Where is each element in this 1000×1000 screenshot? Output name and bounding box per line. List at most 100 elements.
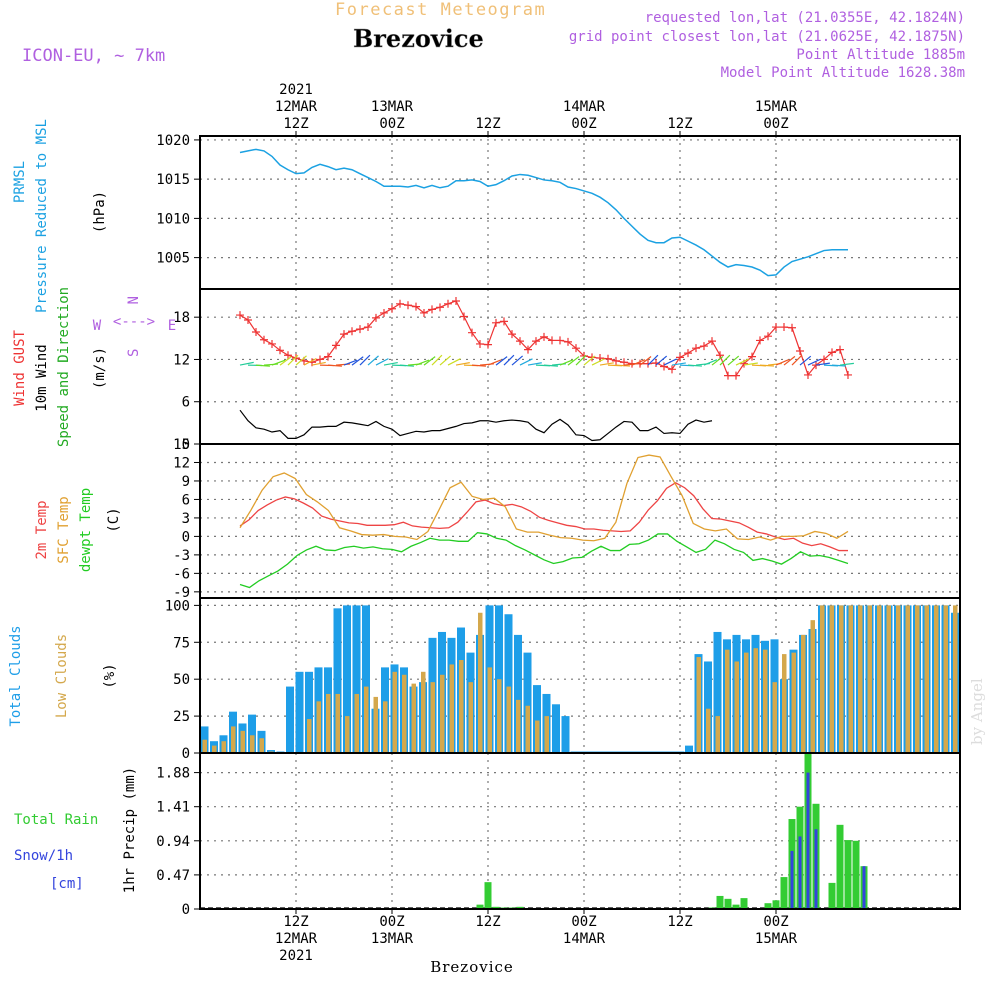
temp-2m-line [239,482,848,552]
total-cloud-bar [533,685,541,753]
total-cloud-bar [523,652,532,753]
y-tick-label: 25 [173,709,190,725]
y-tick-label: -9 [173,585,190,601]
gust-marker [436,303,444,312]
wind-arrow [655,355,668,366]
wind-arrow [591,358,605,366]
wind-arrow [511,355,524,366]
wind-arrow [807,358,821,366]
wind-arrow [599,362,614,366]
low-cloud-bar [877,605,882,753]
gust-marker [388,304,396,313]
top-time-label: 14MAR [563,99,606,115]
y-tick-label: 1.41 [156,800,190,816]
rain-bar [844,840,852,909]
gust-marker [612,356,620,365]
gust-marker [828,348,836,357]
low-cloud-bar [516,699,521,753]
gust-marker [428,305,436,314]
wind-arrow [783,355,796,366]
rain-bar [476,904,484,909]
low-cloud-bar [734,661,739,753]
low-cloud-bar [354,693,359,753]
pressure-unit: (hPa) [92,191,108,233]
low-cloud-bar [525,705,530,753]
low-cloud-bar [829,605,834,753]
temp-2m-label: 2m Temp [34,500,50,559]
panel-frame [199,752,961,910]
gust-marker [820,355,828,364]
dewpt-line [239,532,849,589]
y-tick-label: 0.94 [156,834,190,850]
wind-arrow [295,355,307,366]
gust-marker [788,323,796,332]
wind-arrow [447,358,461,366]
low-cloud-bar [326,693,331,753]
low-cloud-bar [392,671,397,753]
panel-frame [199,597,961,754]
low-cloud-bar [905,605,910,753]
low-cloud-bar [896,605,901,753]
gust-marker [364,323,372,332]
wind-arrow [375,358,389,366]
total-cloud-bar [362,605,370,753]
bottom-time-label: 00Z [571,914,596,930]
wind-arrow [663,358,677,366]
low-cloud-bar [316,701,321,753]
low-cloud-bar [953,605,958,753]
bottom-time-label: 2021 [279,948,313,964]
low-cloud-bar [782,654,787,753]
wind-arrow [639,356,652,366]
top-time-label: 12Z [283,116,308,132]
gust-marker [556,336,564,345]
wind-arrow [351,356,364,366]
y-tick-label: 100 [165,598,190,614]
credit-watermark: by Angel [968,678,986,745]
wind-arrow [471,364,487,367]
rain-bar [716,895,724,909]
pressure-line [239,148,848,277]
wind-arrow [431,354,443,366]
compass-w: W [93,318,102,334]
gust-marker [724,371,732,380]
wind-arrow [255,364,271,367]
model-altitude: Model Point Altitude 1628.38m [721,65,965,81]
grid-point-coords: grid point closest lon,lat (21.0625E, 42… [569,29,965,45]
gust-marker [836,345,844,354]
y-tick-label: 12 [173,455,190,471]
gust-marker [588,353,596,362]
y-tick-label: 9 [182,474,190,490]
wind-arrow [839,362,854,366]
total-cloud-bar [305,671,313,753]
wind-arrow [615,364,631,367]
gust-marker [748,352,756,361]
low-clouds-label: Low Clouds [54,634,70,718]
low-cloud-bar [858,605,863,753]
gust-marker [780,323,788,332]
total-cloud-bar [343,605,351,753]
total-cloud-bar [504,614,513,753]
wind-arrow [495,356,508,366]
wind-arrow [439,355,451,366]
low-cloud-bar [202,739,207,753]
top-time-label: 00Z [379,116,404,132]
low-cloud-bar [934,605,939,753]
wind-dir-label: Speed and Direction [56,287,72,447]
wind-arrow [399,364,415,367]
rain-bar [484,882,492,909]
precip-unit: 1hr Precip (mm) [122,767,138,893]
rain-bar [852,840,860,909]
compass-e: E [168,318,176,334]
gust-marker [716,351,724,360]
compass-arrows: <---> [113,314,155,330]
top-time-label: 15MAR [755,99,798,115]
gust-marker [244,316,252,324]
wind-arrow [575,354,587,366]
y-tick-label: 0 [182,902,190,918]
compass-n: N [126,296,142,304]
wind-arrow [583,355,596,366]
total-clouds-label: Total Clouds [8,625,24,726]
panel-frame [199,135,961,290]
wind-unit: (m/s) [92,347,108,389]
low-cloud-bar [402,674,407,753]
